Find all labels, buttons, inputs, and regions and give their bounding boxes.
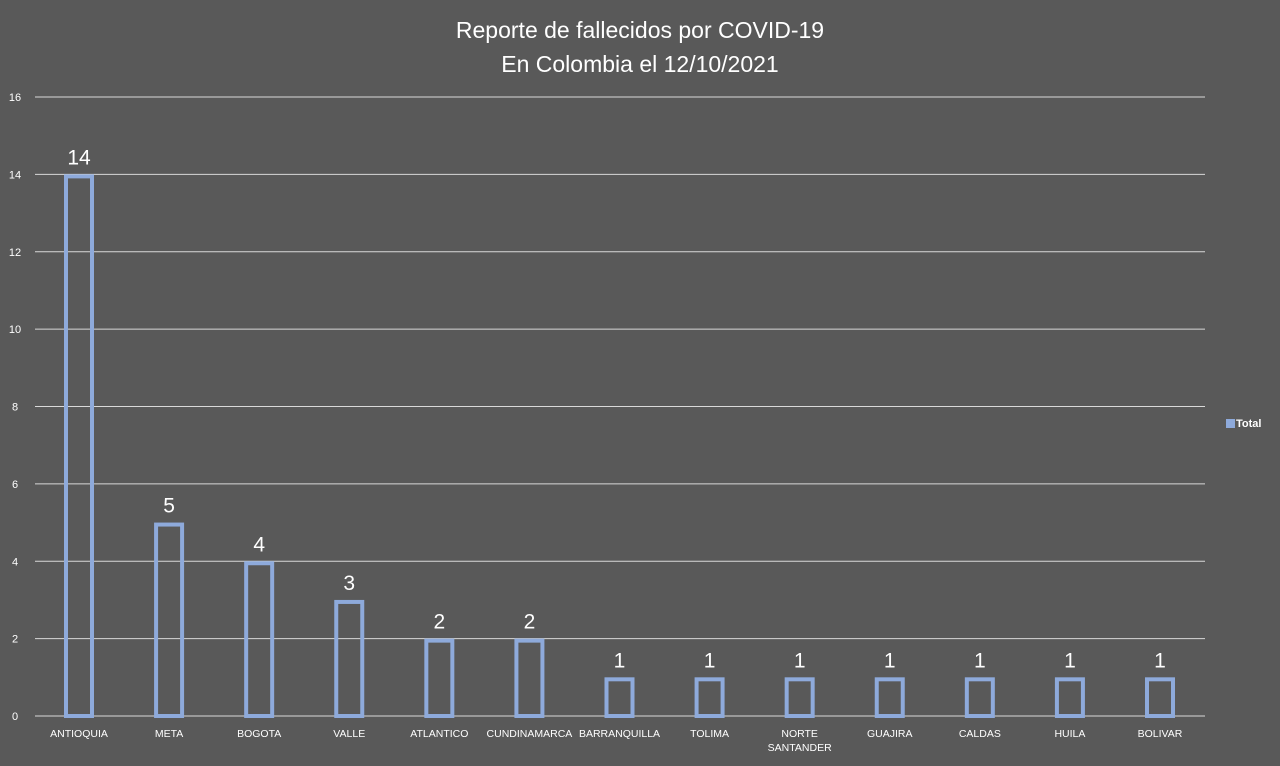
bar bbox=[784, 677, 815, 718]
chart-subtitle: En Colombia el 12/10/2021 bbox=[501, 51, 778, 77]
data-label: 1 bbox=[614, 649, 626, 672]
x-tick-label: BOGOTA bbox=[237, 728, 281, 740]
y-tick-label: 6 bbox=[12, 479, 18, 491]
bar bbox=[874, 677, 905, 718]
x-tick-label: CUNDINAMARCA bbox=[487, 728, 573, 740]
y-tick-label: 16 bbox=[9, 92, 21, 104]
bar bbox=[64, 174, 94, 718]
chart-title: Reporte de fallecidos por COVID-19 bbox=[456, 17, 824, 43]
data-label: 4 bbox=[253, 533, 265, 556]
bar bbox=[244, 561, 275, 718]
data-label: 1 bbox=[704, 649, 716, 672]
data-label: 1 bbox=[974, 649, 986, 672]
legend-swatch bbox=[1226, 419, 1235, 428]
bar bbox=[1145, 677, 1175, 718]
data-label: 14 bbox=[67, 146, 91, 169]
data-label: 3 bbox=[343, 572, 355, 595]
bar bbox=[604, 677, 635, 718]
bar bbox=[154, 522, 185, 718]
bar bbox=[334, 599, 365, 718]
data-label: 1 bbox=[794, 649, 806, 672]
y-tick-label: 2 bbox=[12, 634, 18, 646]
x-tick-label: GUAJIRA bbox=[867, 728, 913, 740]
legend-label: Total bbox=[1236, 418, 1261, 430]
y-tick-label: 12 bbox=[9, 247, 21, 259]
data-label: 1 bbox=[1154, 649, 1166, 672]
bar bbox=[964, 677, 995, 718]
data-label: 1 bbox=[1064, 649, 1076, 672]
bar bbox=[694, 677, 725, 718]
x-tick-label: TOLIMA bbox=[690, 728, 729, 740]
data-label: 1 bbox=[884, 649, 896, 672]
y-tick-label: 8 bbox=[12, 402, 18, 414]
legend: Total bbox=[1226, 418, 1261, 430]
data-label: 2 bbox=[433, 611, 445, 634]
data-label: 5 bbox=[163, 495, 175, 518]
x-tick-label: ATLANTICO bbox=[410, 728, 468, 740]
x-tick-label: ANTIOQUIA bbox=[50, 728, 108, 740]
y-tick-label: 14 bbox=[9, 169, 21, 181]
x-tick-label: VALLE bbox=[333, 728, 365, 740]
y-tick-label: 0 bbox=[12, 711, 18, 723]
x-tick-label: META bbox=[155, 728, 183, 740]
bar bbox=[1054, 677, 1085, 718]
x-tick-label: BARRANQUILLA bbox=[579, 728, 660, 740]
x-tick-label: NORTE SANTANDER bbox=[768, 728, 832, 754]
bar bbox=[424, 638, 455, 718]
x-tick-label: CALDAS bbox=[959, 728, 1001, 740]
x-tick-label: HUILA bbox=[1054, 728, 1085, 740]
data-label: 2 bbox=[524, 611, 536, 634]
x-tick-label: BOLIVAR bbox=[1138, 728, 1183, 740]
y-tick-label: 10 bbox=[9, 324, 21, 336]
bar bbox=[514, 638, 545, 718]
y-tick-label: 4 bbox=[12, 556, 18, 568]
